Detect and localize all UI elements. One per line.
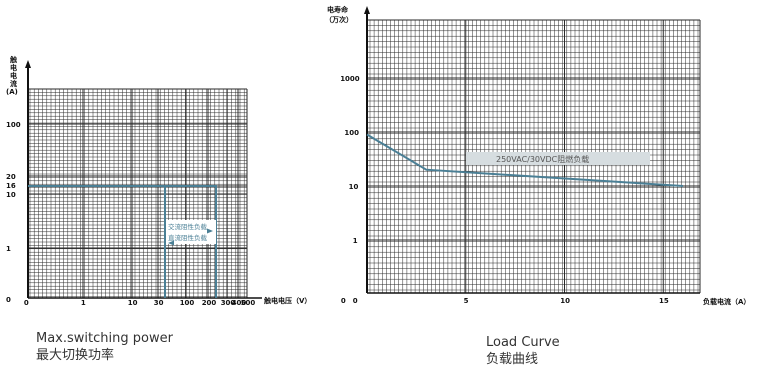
right-x-tick-label: 10: [560, 297, 570, 305]
right-y-tick-label: 1000: [340, 75, 360, 83]
left-y-axis-label-char: 电: [10, 63, 17, 72]
series-label-box: [466, 152, 650, 165]
left-x-tick-label: 1: [81, 299, 86, 307]
left-grid: [28, 88, 248, 298]
left-y-tick-label: 10: [6, 191, 16, 199]
right-x-tick-label: 5: [464, 297, 469, 305]
right-y-axis-label-line1: 电寿命: [327, 5, 349, 14]
left-series-line: [28, 185, 166, 298]
right-y-tick-label: 100: [344, 129, 359, 137]
right-y-axis-arrow: [364, 6, 370, 14]
legend-ac-label: 交流阻性负载: [168, 222, 208, 231]
left-x-tick-label: 400: [232, 299, 247, 307]
left-x-tick-label: 200: [202, 299, 217, 307]
right-series: [366, 133, 684, 187]
right-y-axis-label-line2: （万次）: [325, 15, 353, 24]
right-caption-en: Load Curve: [486, 335, 560, 350]
right-y-tick-label: 0: [353, 297, 358, 305]
left-y-tick-label: 1: [6, 245, 11, 253]
left-x-tick-label: 300: [221, 299, 236, 307]
left-caption-cn: 最大切换功率: [36, 348, 115, 363]
left-y-axis-label-char: 电: [10, 71, 17, 80]
left-y-tick-label: 0: [6, 296, 11, 304]
right-x-axis-label: 负载电流（A）: [703, 297, 750, 306]
right-x-tick-label: 0: [341, 297, 346, 305]
left-x-tick-label: 500: [241, 299, 256, 307]
left-caption-en: Max.switching power: [36, 331, 173, 346]
left-y-tick-label: 16: [6, 182, 16, 190]
left-x-tick-label: 0: [24, 299, 29, 307]
right-caption-cn: 负载曲线: [486, 352, 539, 367]
legend-ac-arrow-icon: [207, 228, 213, 234]
left-caption: Max.switching power 最大切换功率: [36, 330, 173, 364]
left-y-tick-label: 100: [6, 121, 21, 129]
left-x-tick-label: 100: [180, 299, 195, 307]
right-y-tick-label: 1: [353, 237, 358, 245]
series-label: 250VAC/30VDC阻燃负载: [496, 154, 589, 164]
right-caption: Load Curve 负载曲线: [486, 334, 560, 368]
left-series: [28, 185, 217, 298]
left-x-tick-label: 30: [154, 299, 164, 307]
right-x-tick-label: 15: [659, 297, 669, 305]
right-y-tick-label: 10: [349, 183, 359, 191]
left-y-axis-label-char: (A): [6, 88, 18, 96]
left-x-axis-label: 触电电压（V）: [263, 296, 311, 305]
left-y-axis-arrow: [25, 60, 31, 68]
left-legend: 交流阻性负载 直流阻性负载: [166, 220, 216, 246]
left-y-tick-label: 20: [6, 173, 16, 181]
legend-dc-label: 直流阻性负载: [168, 233, 208, 242]
legend-dc-arrow-icon: [168, 240, 174, 246]
left-x-tick-label: 10: [128, 299, 138, 307]
load-curve-line: [366, 133, 684, 187]
left-y-axis-label-char: 流: [10, 79, 17, 88]
left-y-axis-label-char: 触: [9, 55, 17, 64]
right-x-ticks: 0 5 10 15: [341, 297, 669, 305]
